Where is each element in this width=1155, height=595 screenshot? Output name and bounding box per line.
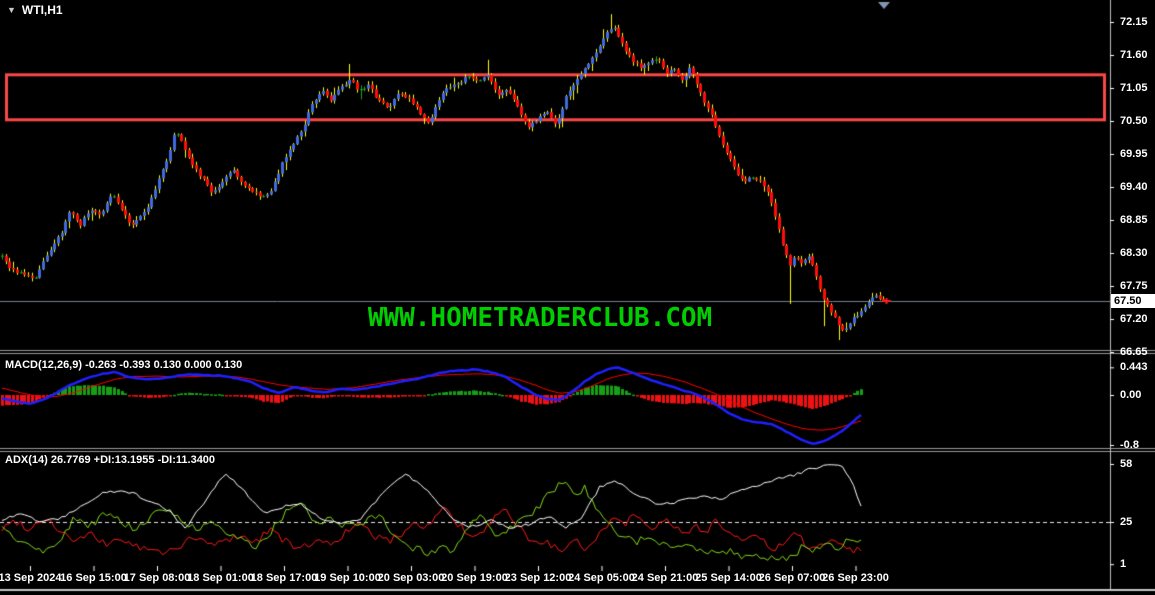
price-axis-label: 67.75 xyxy=(1120,280,1148,292)
adx-axis-label: 1 xyxy=(1120,558,1127,571)
symbol-dropdown-icon[interactable]: ▼ xyxy=(7,5,16,15)
current-price-tag: 67.50 xyxy=(1111,294,1155,308)
time-axis-label: 26 Sep 07:00 xyxy=(758,572,826,584)
symbol-label: ▼ WTI,H1 xyxy=(7,3,63,17)
time-axis-label: 20 Sep 03:00 xyxy=(377,572,445,584)
price-axis-label: 68.30 xyxy=(1120,247,1148,259)
price-axis-label: 68.85 xyxy=(1120,214,1148,226)
time-axis-label: 13 Sep 2024 xyxy=(0,572,62,584)
time-axis-label: 20 Sep 19:00 xyxy=(441,572,508,584)
price-axis-label: 71.60 xyxy=(1120,49,1148,61)
time-axis-label: 18 Sep 01:00 xyxy=(187,572,254,584)
time-axis-label: 25 Sep 14:00 xyxy=(695,572,762,584)
watermark: WWW.HOMETRADERCLUB.COM xyxy=(367,303,713,333)
price-axis-label: 66.65 xyxy=(1120,346,1148,358)
macd-indicator-label: MACD(12,26,9) -0.263 -0.393 0.130 0.000 … xyxy=(5,359,243,371)
adx-axis[interactable] xyxy=(1110,452,1155,566)
macd-axis-label: -0.8 xyxy=(1120,439,1139,451)
adx-axis-label: 58 xyxy=(1120,457,1133,470)
time-axis-label: 23 Sep 12:00 xyxy=(504,572,572,584)
price-axis-label: 72.15 xyxy=(1120,16,1148,28)
price-axis-label: 67.20 xyxy=(1120,313,1148,325)
price-axis-label: 71.05 xyxy=(1120,82,1148,94)
price-axis-label: 69.40 xyxy=(1120,181,1148,193)
macd-axis-label: 0.443 xyxy=(1120,361,1148,374)
time-axis-label: 24 Sep 21:00 xyxy=(631,572,699,584)
time-axis-label: 16 Sep 15:00 xyxy=(60,572,127,584)
macd-axis-label: 0.00 xyxy=(1120,389,1142,401)
price-axis-label: 70.50 xyxy=(1120,115,1148,127)
price-axis-label: 69.95 xyxy=(1120,148,1148,160)
time-axis-label: 24 Sep 05:00 xyxy=(568,572,635,584)
time-axis-label: 18 Sep 17:00 xyxy=(250,572,318,584)
time-axis-label: 19 Sep 10:00 xyxy=(314,572,381,584)
time-axis-label: 26 Sep 23:00 xyxy=(822,572,889,584)
adx-indicator-label: ADX(14) 26.7769 +DI:13.1955 -DI:11.3400 xyxy=(5,454,216,466)
symbol-title: WTI,H1 xyxy=(21,3,63,17)
time-axis-label: 17 Sep 08:00 xyxy=(123,572,191,584)
adx-axis-label: 25 xyxy=(1120,516,1133,528)
